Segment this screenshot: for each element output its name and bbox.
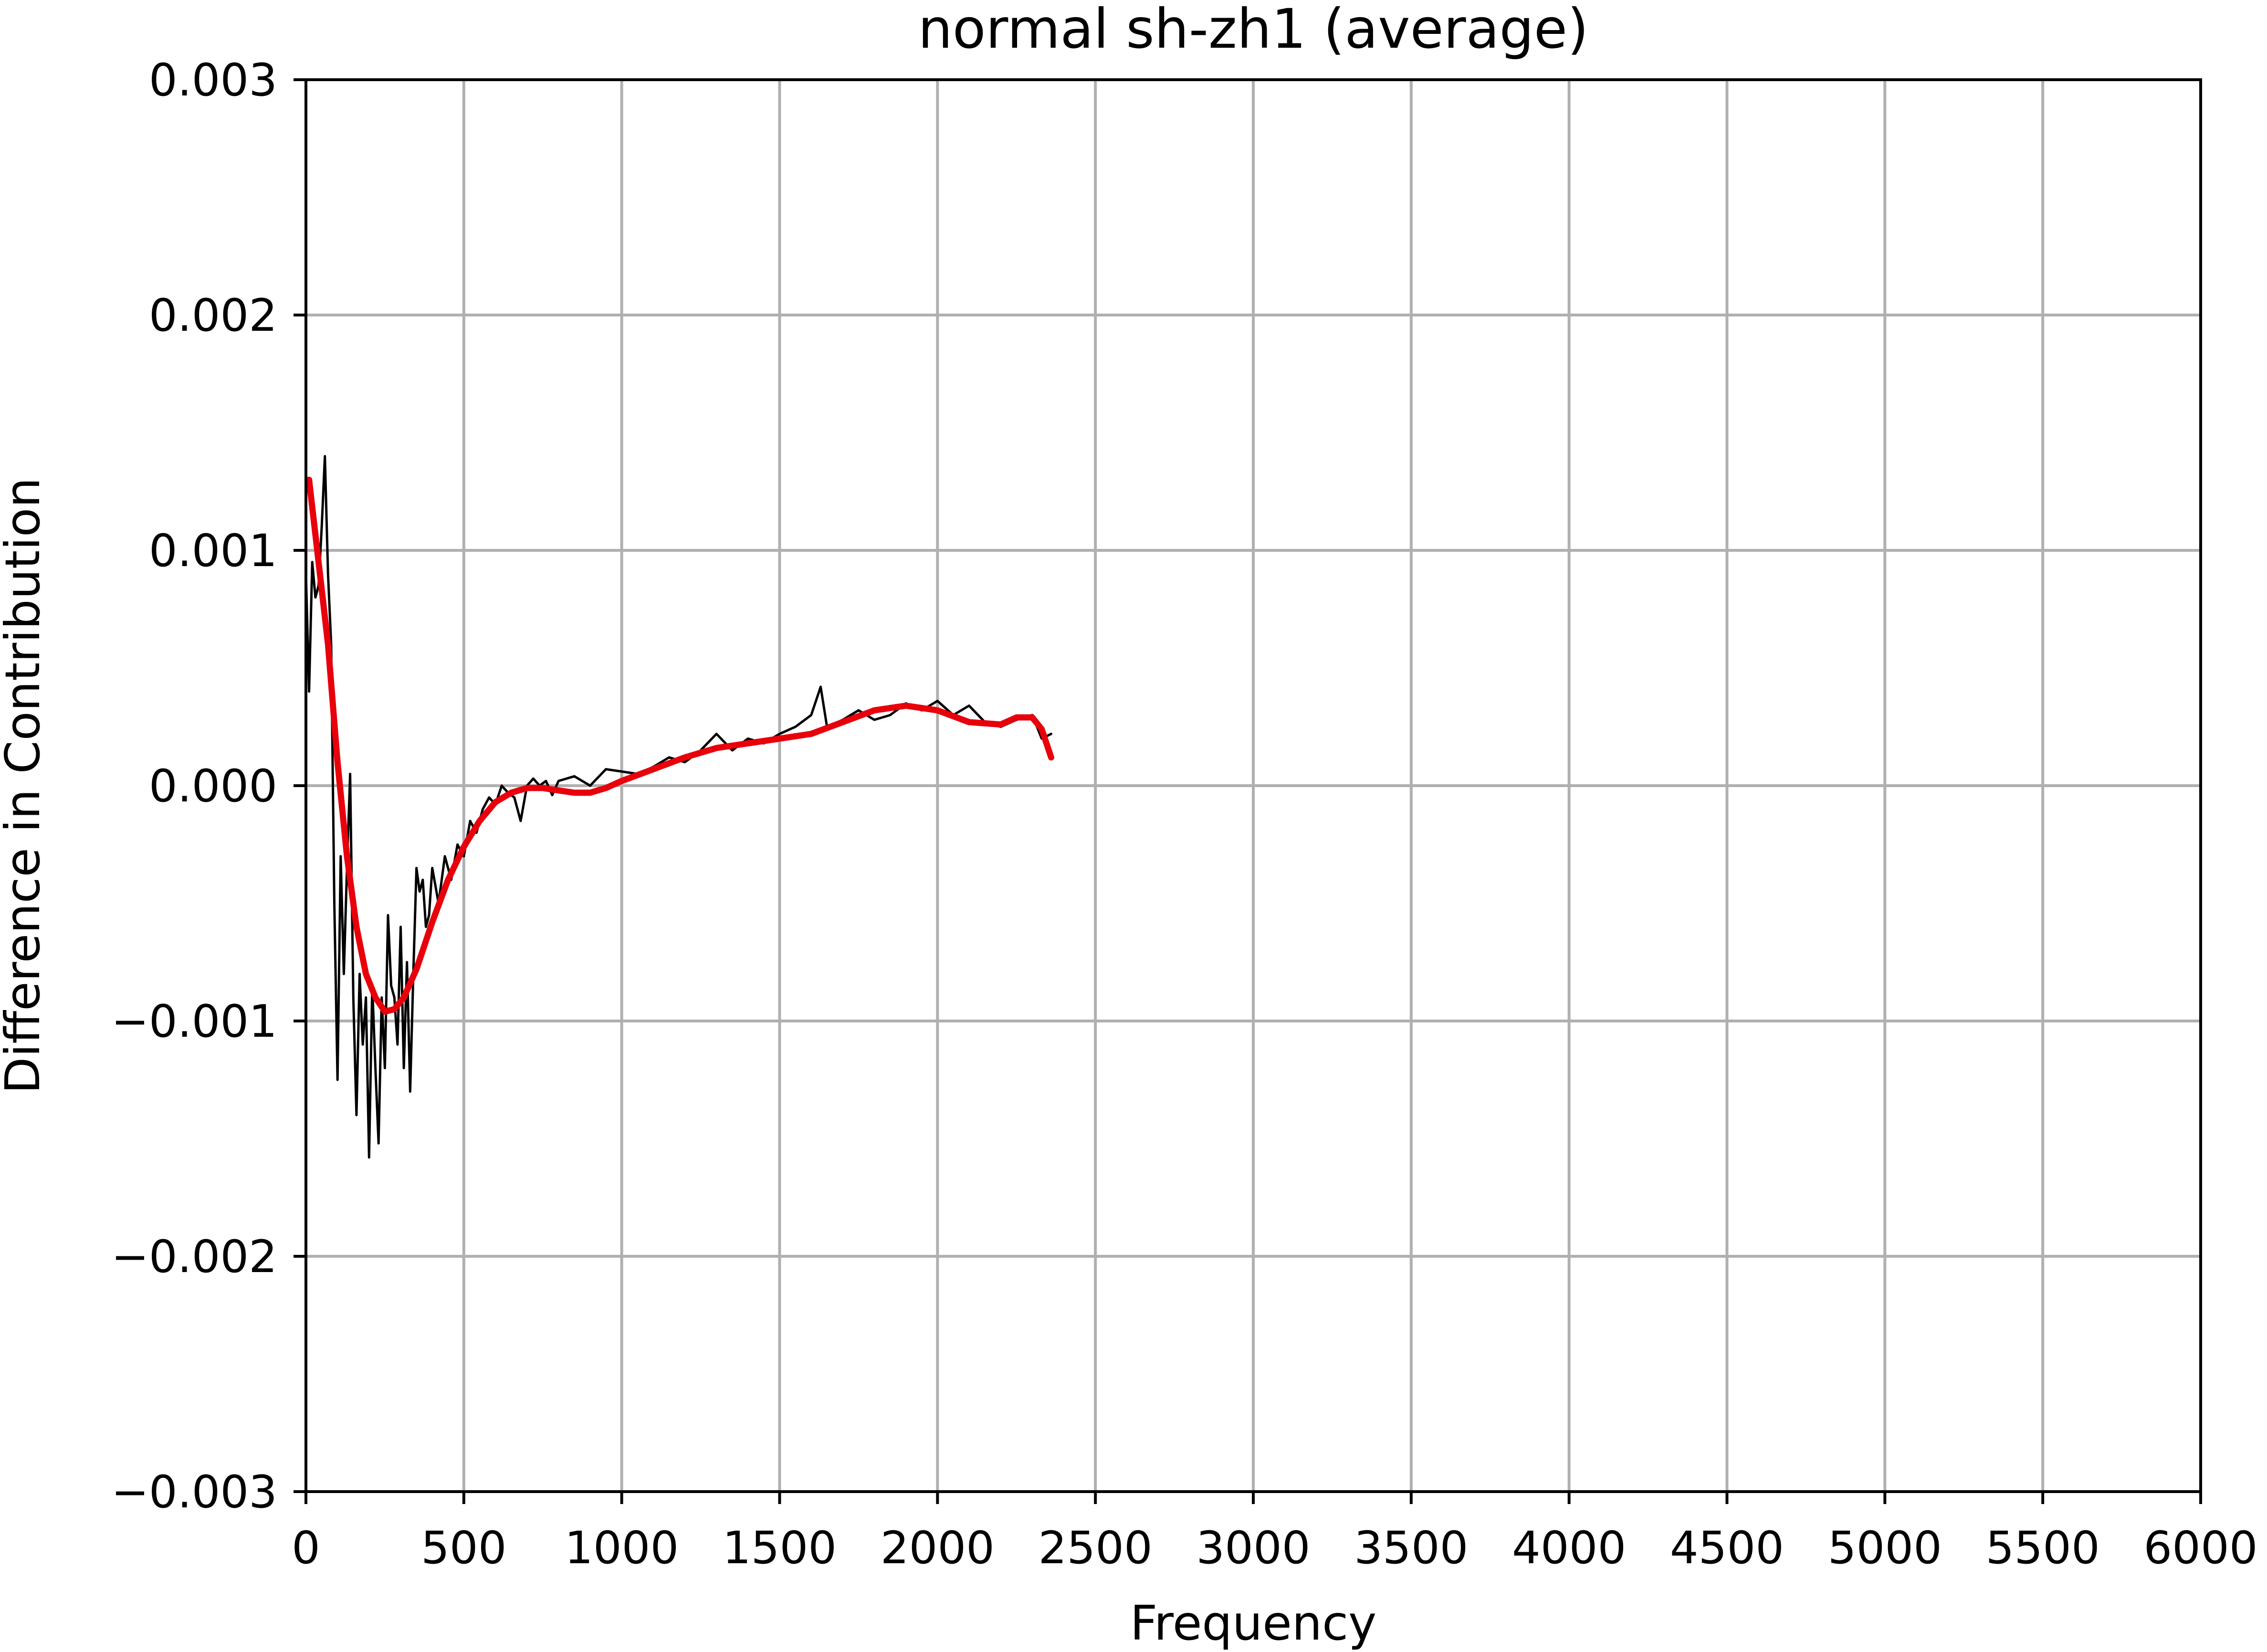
x-tick-label: 0 bbox=[292, 1522, 320, 1574]
x-tick-label: 5500 bbox=[1986, 1522, 2100, 1574]
y-tick-label: 0.001 bbox=[149, 525, 277, 577]
y-axis-title: Difference in Contribution bbox=[0, 477, 51, 1094]
x-tick-label: 2000 bbox=[881, 1522, 995, 1574]
x-tick-label: 2500 bbox=[1039, 1522, 1153, 1574]
x-axis-title: Frequency bbox=[1130, 1595, 1377, 1651]
x-tick-label: 500 bbox=[421, 1522, 506, 1574]
x-tick-label: 4500 bbox=[1670, 1522, 1784, 1574]
y-tick-label: −0.001 bbox=[111, 996, 277, 1048]
x-tick-label: 4000 bbox=[1512, 1522, 1626, 1574]
smoothed-fit-line bbox=[306, 476, 1054, 1015]
y-tick-label: 0.003 bbox=[149, 54, 277, 106]
x-tick-label: 1000 bbox=[565, 1522, 679, 1574]
ticks: 0 500 1000 1500 2000 2500 3000 3500 4000 4500 5000… bbox=[111, 54, 2257, 1574]
y-tick-label: 0.002 bbox=[149, 290, 277, 342]
series-group bbox=[304, 455, 1054, 1159]
x-tick-label: 3500 bbox=[1354, 1522, 1468, 1574]
y-tick-label: 0.000 bbox=[149, 760, 277, 812]
chart-title: normal sh-zh1 (average) bbox=[918, 0, 1589, 61]
y-tick-label: −0.003 bbox=[111, 1466, 277, 1518]
x-tick-label: 1500 bbox=[723, 1522, 837, 1574]
y-tick-label: −0.002 bbox=[111, 1231, 277, 1283]
x-tick-label: 3000 bbox=[1196, 1522, 1310, 1574]
x-tick-label: 6000 bbox=[2143, 1522, 2257, 1574]
x-tick-label: 5000 bbox=[1828, 1522, 1942, 1574]
